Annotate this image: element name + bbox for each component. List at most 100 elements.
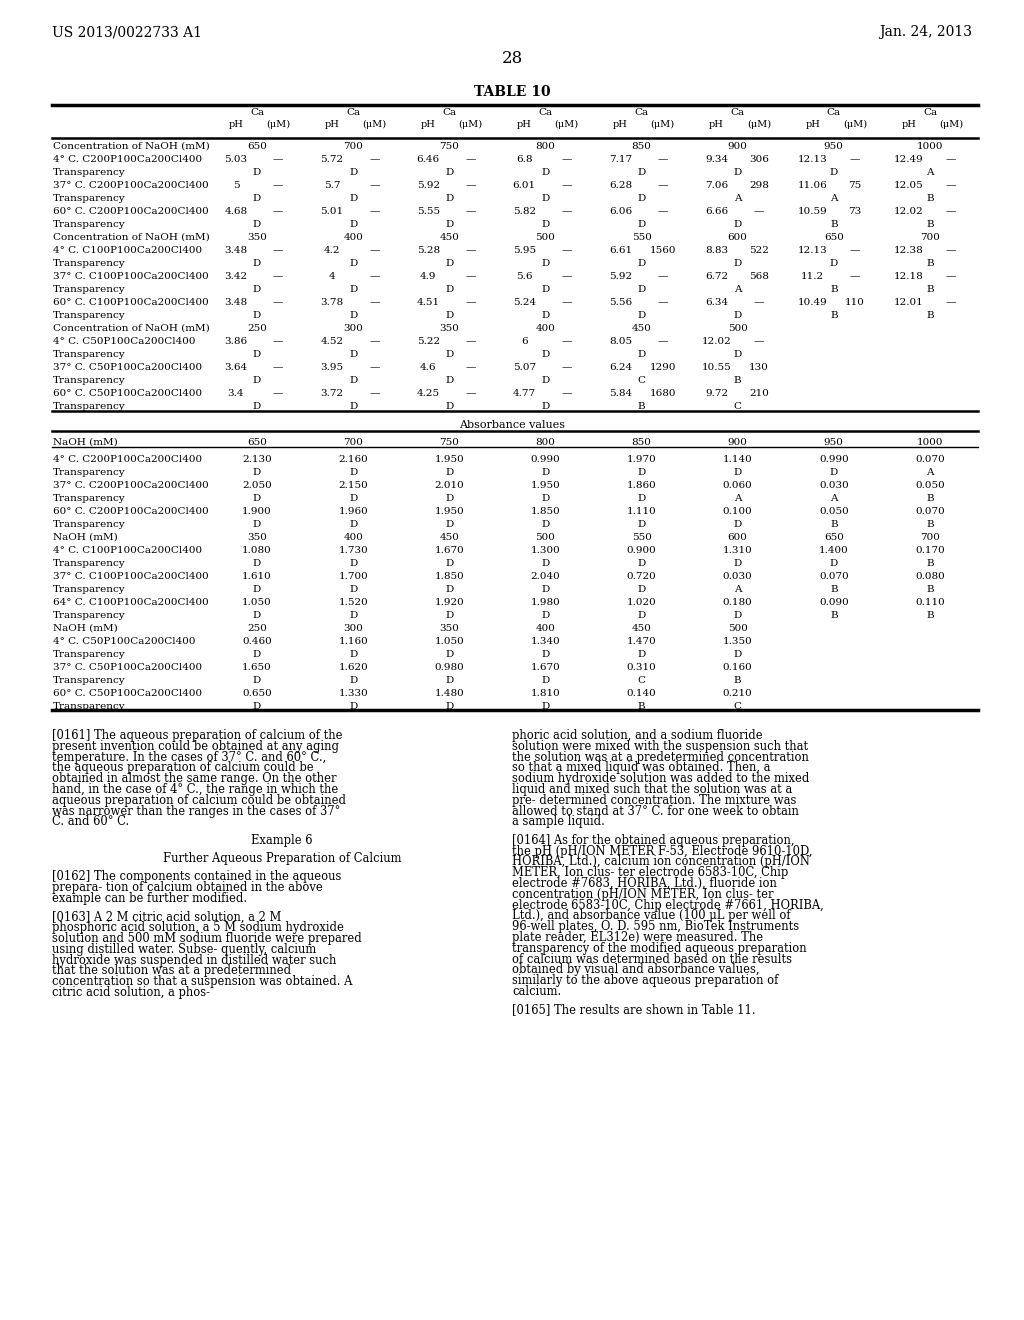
Text: D: D — [542, 194, 550, 203]
Text: 0.140: 0.140 — [627, 689, 656, 698]
Text: sodium hydroxide solution was added to the mixed: sodium hydroxide solution was added to t… — [512, 772, 809, 785]
Text: NaOH (mM): NaOH (mM) — [53, 533, 118, 543]
Text: 1.050: 1.050 — [243, 598, 272, 607]
Text: D: D — [253, 558, 261, 568]
Text: 0.310: 0.310 — [627, 663, 656, 672]
Text: D: D — [542, 403, 550, 411]
Text: Transparency: Transparency — [53, 350, 126, 359]
Text: 1.950: 1.950 — [434, 455, 464, 465]
Text: (μM): (μM) — [362, 120, 386, 129]
Text: pre- determined concentration. The mixture was: pre- determined concentration. The mixtu… — [512, 793, 797, 807]
Text: D: D — [542, 220, 550, 228]
Text: 6.46: 6.46 — [417, 154, 439, 164]
Text: 8.05: 8.05 — [609, 337, 632, 346]
Text: Ca: Ca — [250, 108, 264, 117]
Text: 1.350: 1.350 — [723, 638, 753, 645]
Text: 0.160: 0.160 — [723, 663, 753, 672]
Text: —: — — [465, 246, 475, 255]
Text: 37° C. C200P100Ca200Cl400: 37° C. C200P100Ca200Cl400 — [53, 480, 209, 490]
Text: D: D — [445, 649, 454, 659]
Text: Ca: Ca — [731, 108, 744, 117]
Text: 2.150: 2.150 — [338, 480, 368, 490]
Text: A: A — [926, 469, 934, 477]
Text: D: D — [445, 494, 454, 503]
Text: 0.650: 0.650 — [243, 689, 272, 698]
Text: D: D — [445, 259, 454, 268]
Text: B: B — [926, 312, 934, 319]
Text: 5.55: 5.55 — [417, 207, 439, 216]
Text: D: D — [253, 611, 261, 620]
Text: —: — — [561, 154, 571, 164]
Text: pH: pH — [805, 120, 820, 129]
Text: —: — — [369, 246, 380, 255]
Text: Transparency: Transparency — [53, 469, 126, 477]
Text: METER, Ion clus- ter electrode 6583-10C, Chip: METER, Ion clus- ter electrode 6583-10C,… — [512, 866, 788, 879]
Text: 1.110: 1.110 — [627, 507, 656, 516]
Text: 5.92: 5.92 — [417, 181, 439, 190]
Text: 5: 5 — [232, 181, 240, 190]
Text: —: — — [561, 298, 571, 308]
Text: was narrower than the ranges in the cases of 37°: was narrower than the ranges in the case… — [52, 805, 340, 817]
Text: 1.950: 1.950 — [530, 480, 560, 490]
Text: B: B — [638, 702, 645, 711]
Text: —: — — [465, 389, 475, 399]
Text: 0.060: 0.060 — [723, 480, 753, 490]
Text: D: D — [829, 168, 838, 177]
Text: Ca: Ca — [826, 108, 841, 117]
Text: D: D — [445, 520, 454, 529]
Text: 12.05: 12.05 — [894, 181, 924, 190]
Text: —: — — [369, 207, 380, 216]
Text: [0164] As for the obtained aqueous preparation,: [0164] As for the obtained aqueous prepa… — [512, 834, 795, 846]
Text: D: D — [349, 312, 357, 319]
Text: D: D — [733, 168, 741, 177]
Text: 4.9: 4.9 — [420, 272, 436, 281]
Text: 60° C. C200P100Ca200Cl400: 60° C. C200P100Ca200Cl400 — [53, 507, 209, 516]
Text: B: B — [830, 285, 838, 294]
Text: 5.03: 5.03 — [224, 154, 248, 164]
Text: —: — — [369, 389, 380, 399]
Text: 500: 500 — [536, 533, 555, 543]
Text: 0.080: 0.080 — [915, 572, 945, 581]
Text: 10.59: 10.59 — [798, 207, 827, 216]
Text: 650: 650 — [247, 143, 267, 150]
Text: concentration so that a suspension was obtained. A: concentration so that a suspension was o… — [52, 975, 352, 989]
Text: 5.82: 5.82 — [513, 207, 536, 216]
Text: 300: 300 — [343, 323, 364, 333]
Text: 4.6: 4.6 — [420, 363, 436, 372]
Text: 2.130: 2.130 — [243, 455, 272, 465]
Text: D: D — [445, 194, 454, 203]
Text: B: B — [926, 558, 934, 568]
Text: 4.68: 4.68 — [224, 207, 248, 216]
Text: 3.42: 3.42 — [224, 272, 248, 281]
Text: 9.34: 9.34 — [705, 154, 728, 164]
Text: 500: 500 — [728, 624, 748, 634]
Text: 1.470: 1.470 — [627, 638, 656, 645]
Text: 1.310: 1.310 — [723, 546, 753, 554]
Text: 3.95: 3.95 — [321, 363, 344, 372]
Text: 12.18: 12.18 — [894, 272, 924, 281]
Text: D: D — [253, 376, 261, 385]
Text: 4° C. C100P100Ca200Cl400: 4° C. C100P100Ca200Cl400 — [53, 546, 202, 554]
Text: 700: 700 — [343, 438, 364, 447]
Text: 250: 250 — [247, 323, 267, 333]
Text: —: — — [465, 272, 475, 281]
Text: 1.850: 1.850 — [530, 507, 560, 516]
Text: D: D — [829, 259, 838, 268]
Text: (μM): (μM) — [555, 120, 579, 129]
Text: Example 6: Example 6 — [251, 834, 312, 846]
Text: —: — — [369, 272, 380, 281]
Text: 0.090: 0.090 — [819, 598, 849, 607]
Text: 0.990: 0.990 — [819, 455, 849, 465]
Text: D: D — [445, 168, 454, 177]
Text: 650: 650 — [247, 438, 267, 447]
Text: D: D — [637, 194, 646, 203]
Text: 1.950: 1.950 — [434, 507, 464, 516]
Text: 7.06: 7.06 — [705, 181, 728, 190]
Text: B: B — [830, 585, 838, 594]
Text: using distilled water. Subse- quently, calcium: using distilled water. Subse- quently, c… — [52, 942, 316, 956]
Text: 37° C. C200P100Ca200Cl400: 37° C. C200P100Ca200Cl400 — [53, 181, 209, 190]
Text: 2.160: 2.160 — [338, 455, 368, 465]
Text: D: D — [445, 376, 454, 385]
Text: 0.990: 0.990 — [530, 455, 560, 465]
Text: 450: 450 — [439, 533, 459, 543]
